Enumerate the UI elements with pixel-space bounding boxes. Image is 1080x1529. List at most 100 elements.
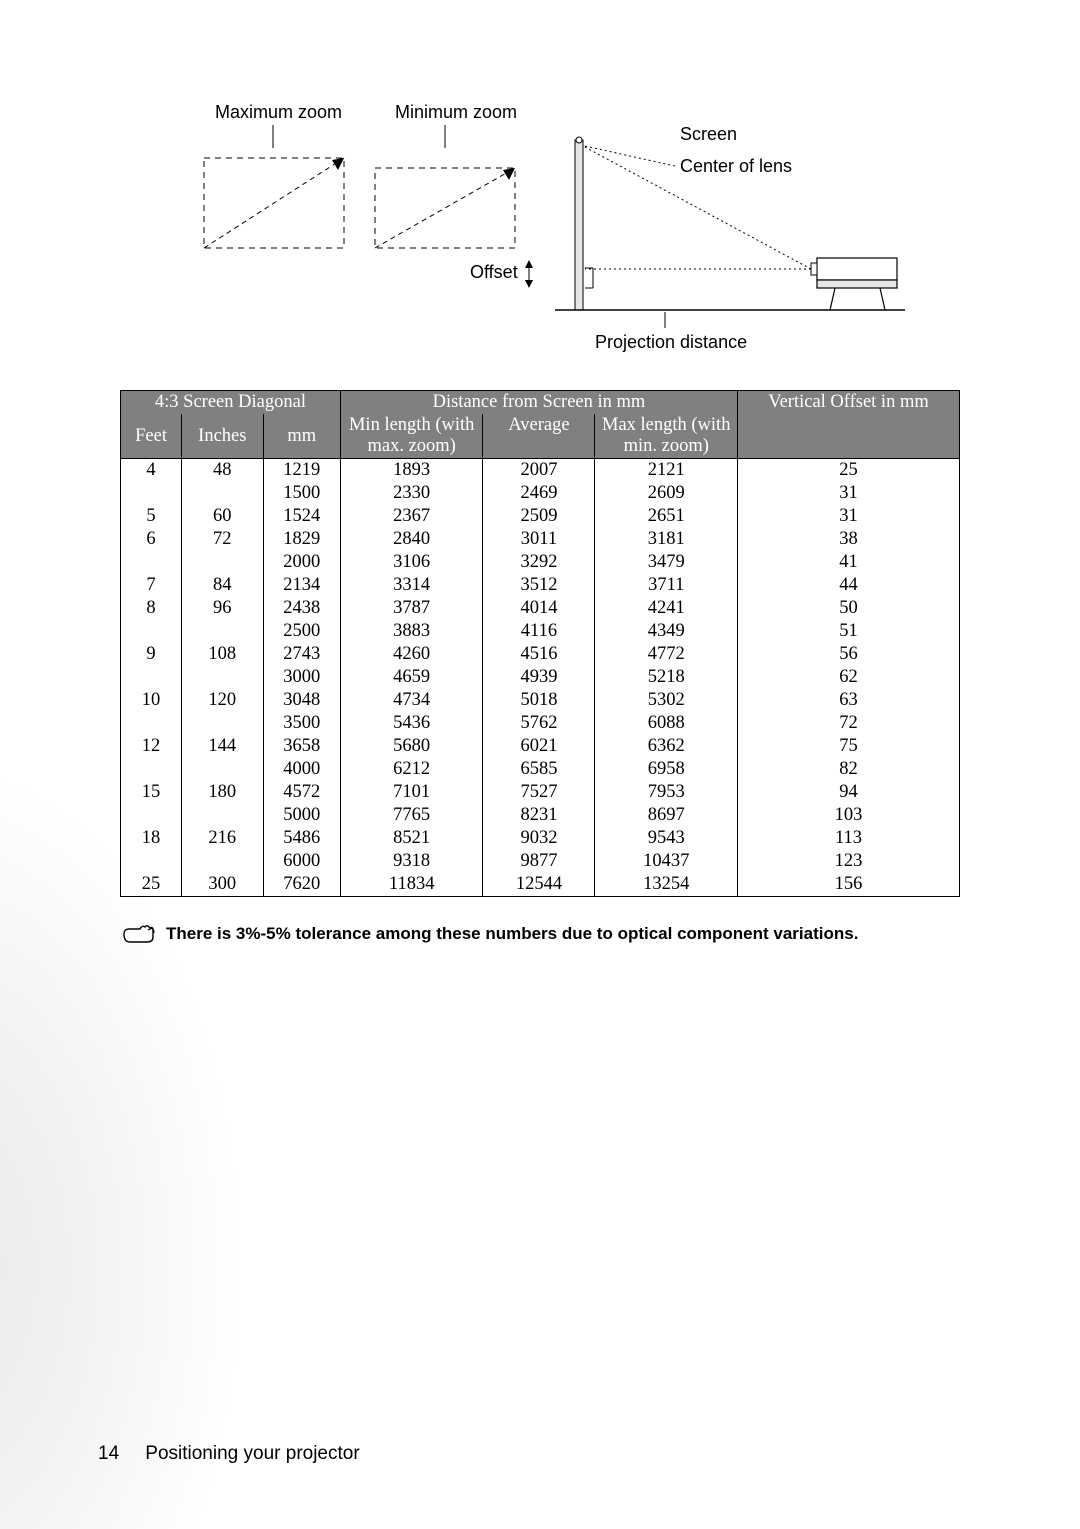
table-cell: 41 (738, 551, 960, 574)
table-cell: 72 (182, 528, 263, 551)
table-cell: 3711 (595, 574, 738, 597)
table-row: 12144365856806021636275 (121, 735, 960, 758)
table-cell: 4116 (483, 620, 595, 643)
table-cell: 216 (182, 827, 263, 850)
table-cell: 3787 (340, 597, 483, 620)
table-cell: 6958 (595, 758, 738, 781)
table-cell: 7 (121, 574, 182, 597)
table-cell (182, 712, 263, 735)
table-cell: 5 (121, 505, 182, 528)
label-offset: Offset (470, 262, 518, 282)
table-cell: 3883 (340, 620, 483, 643)
table-cell: 5018 (483, 689, 595, 712)
table-cell: 1524 (263, 505, 340, 528)
table-cell: 96 (182, 597, 263, 620)
table-cell: 5302 (595, 689, 738, 712)
table-cell: 6212 (340, 758, 483, 781)
table-cell: 82 (738, 758, 960, 781)
table-cell: 5680 (340, 735, 483, 758)
table-cell (121, 482, 182, 505)
table-cell (182, 850, 263, 873)
table-cell: 4939 (483, 666, 595, 689)
table-row: 200031063292347941 (121, 551, 960, 574)
table-cell: 48 (182, 459, 263, 483)
table-cell: 9318 (340, 850, 483, 873)
page-footer: 14 Positioning your projector (98, 1443, 360, 1465)
table-row: 896243837874014424150 (121, 597, 960, 620)
table-cell: 5762 (483, 712, 595, 735)
table-cell: 2840 (340, 528, 483, 551)
table-cell: 3512 (483, 574, 595, 597)
table-cell: 103 (738, 804, 960, 827)
table-cell: 2651 (595, 505, 738, 528)
table-cell: 2121 (595, 459, 738, 483)
table-cell: 94 (738, 781, 960, 804)
table-cell: 300 (182, 873, 263, 897)
th-inches: Inches (182, 414, 263, 459)
table-cell: 7527 (483, 781, 595, 804)
projection-distance-table: 4:3 Screen Diagonal Distance from Screen… (120, 390, 960, 897)
table-cell: 2438 (263, 597, 340, 620)
table-cell: 1893 (340, 459, 483, 483)
table-cell: 3479 (595, 551, 738, 574)
table-cell: 3181 (595, 528, 738, 551)
label-center-of-lens: Center of lens (680, 156, 792, 176)
table-row: 150023302469260931 (121, 482, 960, 505)
table-cell (121, 758, 182, 781)
table-row: 400062126585695882 (121, 758, 960, 781)
table-cell: 18 (121, 827, 182, 850)
table-cell: 7101 (340, 781, 483, 804)
table-cell: 13254 (595, 873, 738, 897)
table-cell: 4 (121, 459, 182, 483)
table-cell: 38 (738, 528, 960, 551)
table-cell (121, 850, 182, 873)
table-cell: 8697 (595, 804, 738, 827)
note-hand-icon (122, 923, 156, 945)
table-cell: 62 (738, 666, 960, 689)
table-cell: 8231 (483, 804, 595, 827)
tolerance-note: There is 3%-5% tolerance among these num… (122, 923, 960, 945)
table-cell: 8521 (340, 827, 483, 850)
label-min-zoom: Minimum zoom (395, 102, 517, 122)
table-cell: 56 (738, 643, 960, 666)
table-cell: 25 (738, 459, 960, 483)
table-row: 60009318987710437123 (121, 850, 960, 873)
table-cell: 2000 (263, 551, 340, 574)
label-max-zoom: Maximum zoom (215, 102, 342, 122)
table-cell: 84 (182, 574, 263, 597)
table-cell: 4260 (340, 643, 483, 666)
table-cell: 113 (738, 827, 960, 850)
tolerance-note-text: There is 3%-5% tolerance among these num… (166, 924, 858, 944)
table-row: 300046594939521862 (121, 666, 960, 689)
table-cell: 3106 (340, 551, 483, 574)
projection-diagram: Maximum zoom Minimum zoom Screen Center … (175, 100, 905, 360)
table-cell: 9543 (595, 827, 738, 850)
table-cell: 4241 (595, 597, 738, 620)
table-cell: 2509 (483, 505, 595, 528)
table-cell: 4349 (595, 620, 738, 643)
table-row: 448121918932007212125 (121, 459, 960, 483)
table-cell: 1829 (263, 528, 340, 551)
table-cell: 6 (121, 528, 182, 551)
table-cell: 8 (121, 597, 182, 620)
table-cell: 12 (121, 735, 182, 758)
table-cell: 4516 (483, 643, 595, 666)
table-row: 9108274342604516477256 (121, 643, 960, 666)
table-cell: 6000 (263, 850, 340, 873)
table-cell: 25 (121, 873, 182, 897)
table-cell: 120 (182, 689, 263, 712)
table-cell: 2134 (263, 574, 340, 597)
table-row: 672182928403011318138 (121, 528, 960, 551)
th-mm: mm (263, 414, 340, 459)
table-cell: 108 (182, 643, 263, 666)
table-cell: 5436 (340, 712, 483, 735)
table-cell: 5000 (263, 804, 340, 827)
table-cell: 180 (182, 781, 263, 804)
table-cell: 2743 (263, 643, 340, 666)
table-cell: 6362 (595, 735, 738, 758)
projector-body (811, 258, 897, 310)
table-cell: 3000 (263, 666, 340, 689)
table-cell: 3500 (263, 712, 340, 735)
table-cell: 2609 (595, 482, 738, 505)
table-cell: 5218 (595, 666, 738, 689)
